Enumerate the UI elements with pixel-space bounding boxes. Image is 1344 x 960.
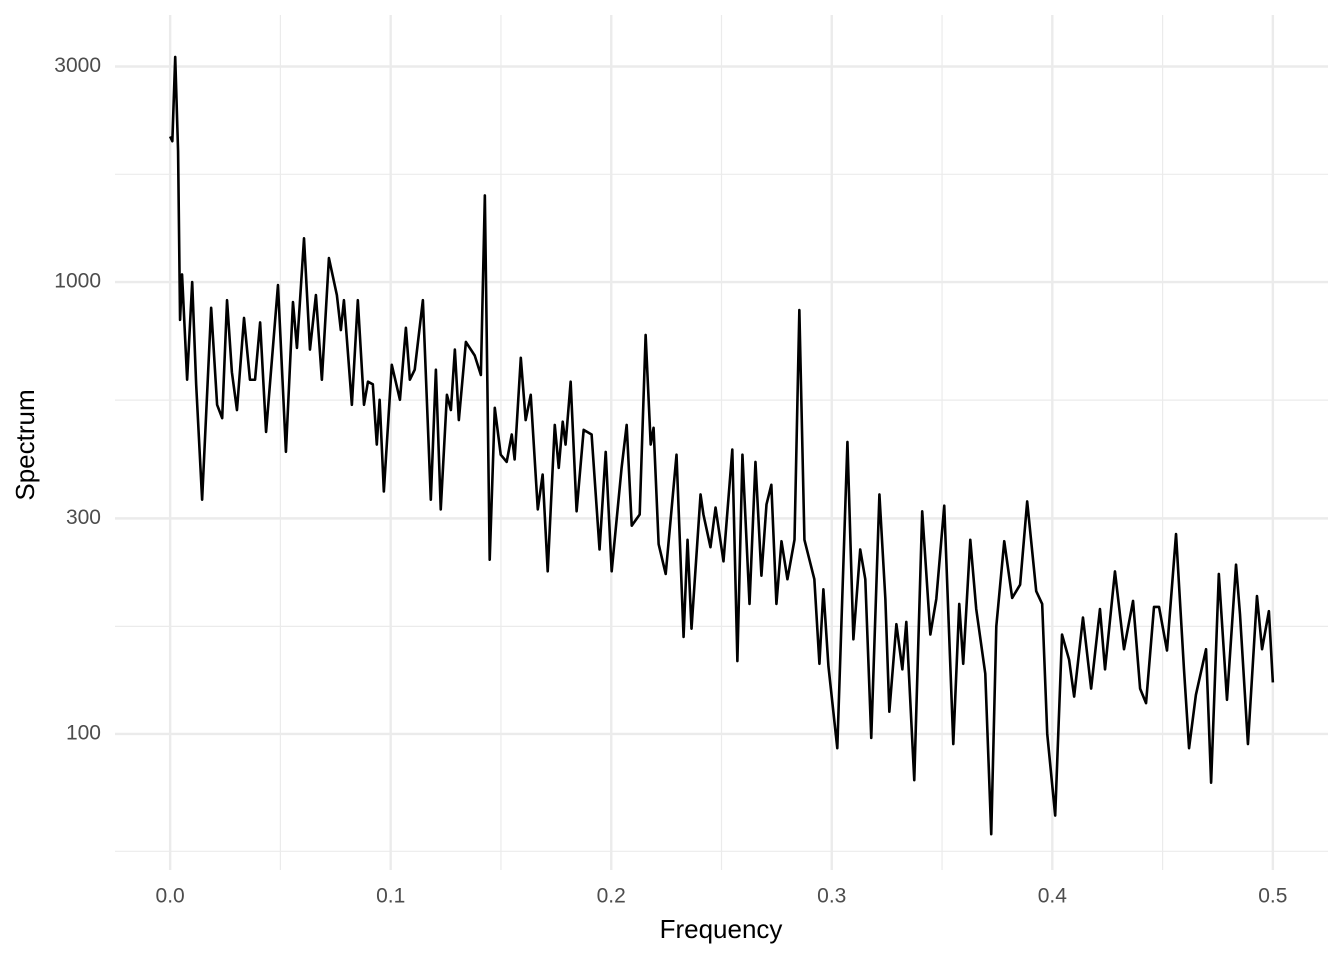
x-tick-label: 0.2 [597, 885, 626, 908]
y-tick-label: 300 [66, 506, 101, 529]
x-tick-label: 0.0 [156, 885, 185, 908]
spectrum-line [168, 55, 1275, 836]
y-axis-title: Spectrum [10, 389, 40, 500]
y-tick-label: 1000 [54, 270, 101, 293]
x-tick-label: 0.3 [817, 885, 846, 908]
x-axis-title: Frequency [660, 914, 783, 944]
x-tick-label: 0.5 [1258, 885, 1287, 908]
x-tick-label: 0.4 [1038, 885, 1068, 908]
y-tick-label: 100 [66, 722, 101, 745]
y-tick-label: 3000 [54, 54, 101, 77]
x-tick-label: 0.1 [376, 885, 405, 908]
